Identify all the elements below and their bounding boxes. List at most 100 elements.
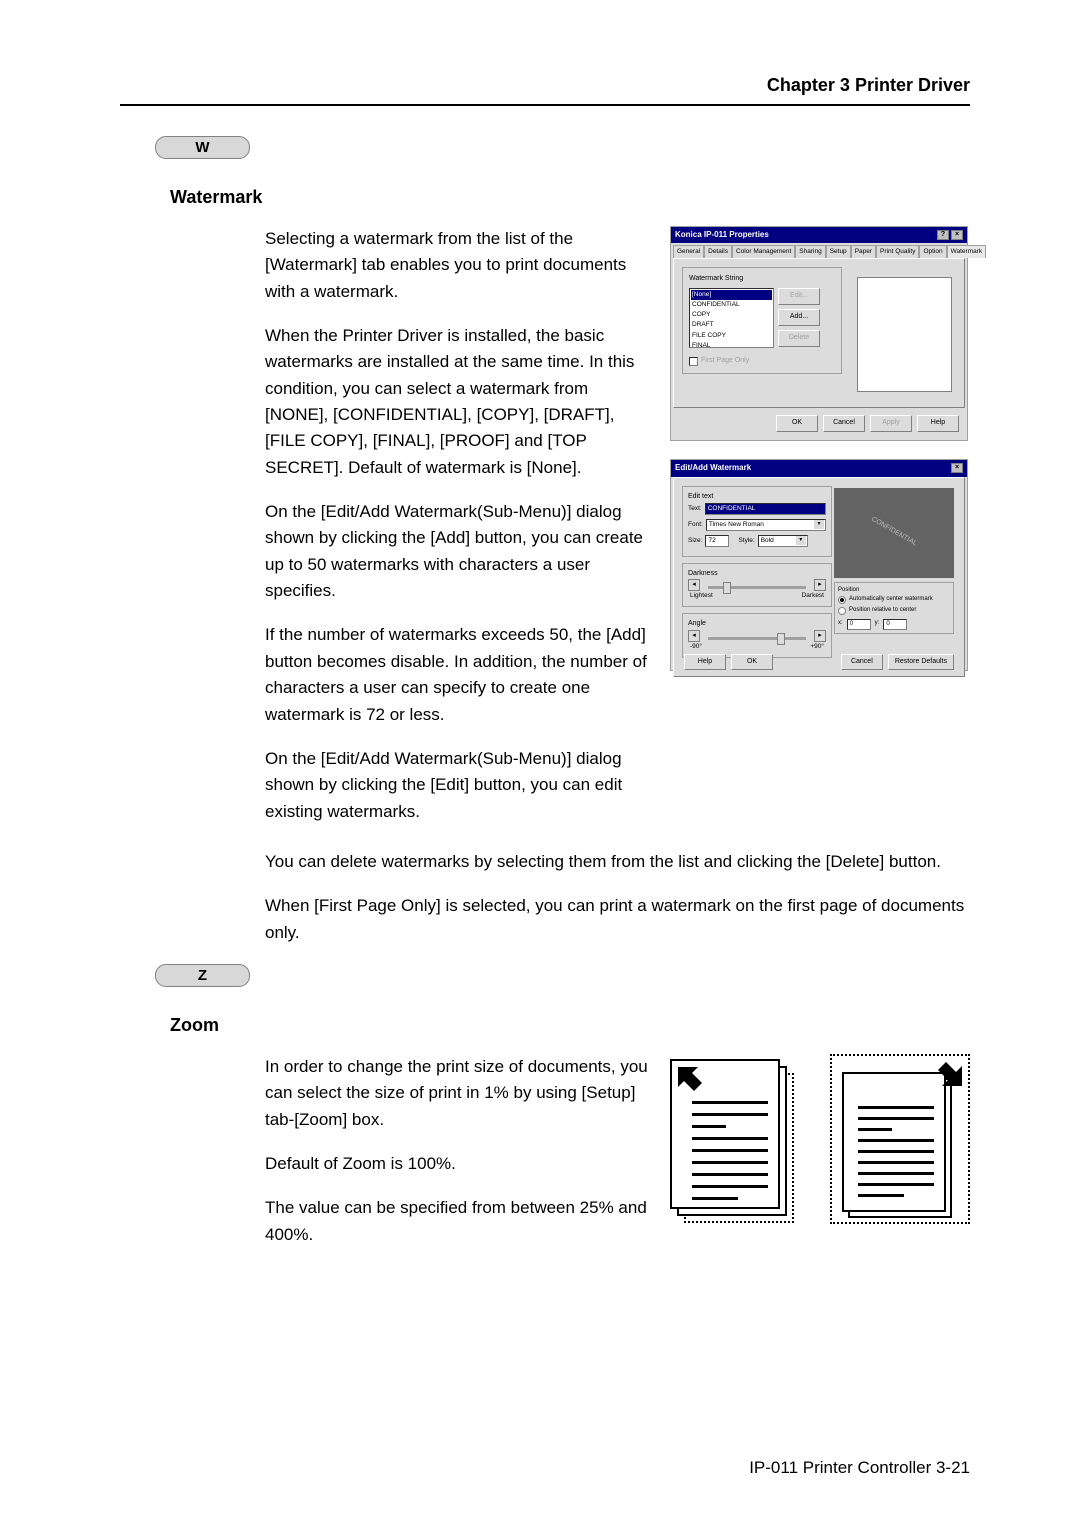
para: In order to change the print size of doc… xyxy=(265,1054,650,1133)
list-item[interactable]: COPY xyxy=(691,310,772,320)
para: The value can be specified from between … xyxy=(265,1195,650,1248)
angle-min-label: -90° xyxy=(690,642,702,652)
heading-zoom: Zoom xyxy=(170,1015,970,1036)
page-footer: IP-011 Printer Controller 3-21 xyxy=(749,1458,970,1478)
chapter-header: Chapter 3 Printer Driver xyxy=(120,75,970,96)
group-label: Edit text xyxy=(688,492,826,503)
zoom-illustration xyxy=(670,1054,970,1234)
cancel-button[interactable]: Cancel xyxy=(841,654,883,671)
para: When the Printer Driver is installed, th… xyxy=(265,323,650,481)
y-input[interactable]: 0 xyxy=(883,619,907,630)
arrow-right-icon[interactable]: ▸ xyxy=(814,630,826,642)
add-button[interactable]: Add... xyxy=(778,309,820,326)
tab-sharing[interactable]: Sharing xyxy=(795,245,825,258)
watermark-preview: CONFIDENTIAL xyxy=(834,488,954,578)
dialog-title: Edit/Add Watermark xyxy=(675,462,751,474)
font-select[interactable]: Times New Roman xyxy=(706,519,826,531)
angle-max-label: +90° xyxy=(810,642,824,652)
size-label: Size: xyxy=(688,536,702,546)
para: If the number of watermarks exceeds 50, … xyxy=(265,622,650,727)
group-label: Watermark String xyxy=(689,274,835,285)
ok-button[interactable]: OK xyxy=(731,654,773,671)
arrow-nw-icon xyxy=(678,1067,704,1093)
watermark-preview xyxy=(857,277,952,392)
checkbox-label: First Page Only xyxy=(701,356,749,367)
radio-label: Automatically center watermark xyxy=(849,595,933,604)
x-label: x: xyxy=(838,619,843,628)
angle-group: Angle ◂ ▸ xyxy=(682,613,832,658)
delete-button[interactable]: Delete xyxy=(778,330,820,347)
help-icon[interactable]: ? xyxy=(937,230,949,240)
tab-color[interactable]: Color Management xyxy=(732,245,795,258)
para: You can delete watermarks by selecting t… xyxy=(265,849,970,875)
dialog-titlebar: Konica IP-011 Properties ? × xyxy=(671,227,967,243)
tab-watermark[interactable]: Watermark xyxy=(947,245,987,258)
darkness-slider[interactable] xyxy=(708,586,806,589)
zoom-original-doc xyxy=(670,1059,798,1229)
tab-general[interactable]: General xyxy=(673,245,704,258)
angle-slider[interactable] xyxy=(708,637,806,640)
arrow-se-icon xyxy=(936,1060,962,1086)
para: Default of Zoom is 100%. xyxy=(265,1151,650,1177)
edit-add-dialog: Edit/Add Watermark × Edit text Text: CON… xyxy=(670,459,968,671)
first-page-checkbox[interactable]: First Page Only xyxy=(689,356,835,367)
size-input[interactable]: 72 xyxy=(705,535,729,547)
list-item[interactable]: FINAL xyxy=(691,341,772,349)
text-label: Text: xyxy=(688,504,702,514)
arrow-right-icon[interactable]: ▸ xyxy=(814,579,826,591)
tab-quality[interactable]: Print Quality xyxy=(876,245,919,258)
close-icon[interactable]: × xyxy=(951,463,963,473)
cancel-button[interactable]: Cancel xyxy=(823,415,865,432)
edit-button[interactable]: Edit... xyxy=(778,288,820,305)
style-label: Style: xyxy=(738,536,754,546)
heading-watermark: Watermark xyxy=(170,187,970,208)
list-item[interactable]: DRAFT xyxy=(691,320,772,330)
arrow-left-icon[interactable]: ◂ xyxy=(688,579,700,591)
radio-auto-center[interactable]: Automatically center watermark xyxy=(838,595,950,604)
font-label: Font: xyxy=(688,520,703,530)
edit-text-group: Edit text Text: CONFIDENTIAL Font: Times… xyxy=(682,486,832,557)
darkness-group: Darkness ◂ ▸ xyxy=(682,563,832,608)
lightest-label: Lightest xyxy=(690,591,713,601)
list-item[interactable]: [None] xyxy=(691,290,772,300)
style-select[interactable]: Bold xyxy=(758,535,808,547)
arrow-left-icon[interactable]: ◂ xyxy=(688,630,700,642)
zoom-scaled-doc xyxy=(818,1054,968,1234)
checkbox-icon xyxy=(689,357,698,366)
group-label: Darkness xyxy=(688,569,826,580)
para: On the [Edit/Add Watermark(Sub-Menu)] di… xyxy=(265,746,650,825)
position-group: Position Automatically center watermark … xyxy=(834,582,954,634)
watermark-list[interactable]: [None] CONFIDENTIAL COPY DRAFT FILE COPY… xyxy=(689,288,774,348)
group-label: Angle xyxy=(688,619,826,630)
header-rule xyxy=(120,104,970,106)
close-icon[interactable]: × xyxy=(951,230,963,240)
restore-button[interactable]: Restore Defaults xyxy=(888,654,954,671)
letter-tab-w: W xyxy=(155,136,250,159)
text-input[interactable]: CONFIDENTIAL xyxy=(705,503,826,515)
help-button[interactable]: Help xyxy=(684,654,726,671)
tab-details[interactable]: Details xyxy=(704,245,732,258)
tab-setup[interactable]: Setup xyxy=(826,245,851,258)
dialog-titlebar: Edit/Add Watermark × xyxy=(671,460,967,476)
para: Selecting a watermark from the list of t… xyxy=(265,226,650,305)
radio-relative[interactable]: Position relative to center xyxy=(838,606,950,615)
ok-button[interactable]: OK xyxy=(776,415,818,432)
para: On the [Edit/Add Watermark(Sub-Menu)] di… xyxy=(265,499,650,604)
darkest-label: Darkest xyxy=(802,591,824,601)
dialog-tabs: General Details Color Management Sharing… xyxy=(671,243,967,258)
tab-option[interactable]: Option xyxy=(919,245,946,258)
preview-text: CONFIDENTIAL xyxy=(869,515,919,550)
help-button[interactable]: Help xyxy=(917,415,959,432)
list-item[interactable]: CONFIDENTIAL xyxy=(691,300,772,310)
dialog-title: Konica IP-011 Properties xyxy=(675,229,769,241)
list-item[interactable]: FILE COPY xyxy=(691,331,772,341)
apply-button[interactable]: Apply xyxy=(870,415,912,432)
group-label: Position xyxy=(838,586,950,595)
letter-tab-z: Z xyxy=(155,964,250,987)
radio-icon xyxy=(838,596,846,604)
y-label: y: xyxy=(875,619,880,628)
x-input[interactable]: 0 xyxy=(847,619,871,630)
para: When [First Page Only] is selected, you … xyxy=(265,893,970,946)
tab-paper[interactable]: Paper xyxy=(851,245,876,258)
radio-label: Position relative to center xyxy=(849,606,916,615)
